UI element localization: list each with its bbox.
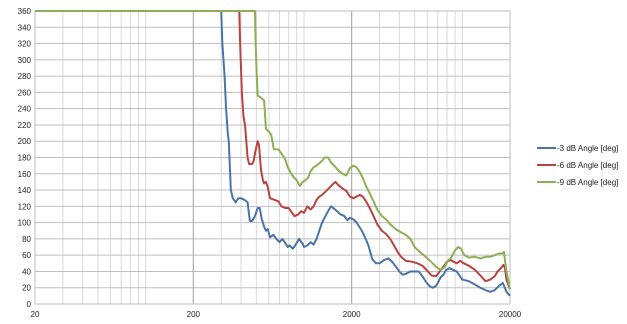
series-line-3 (35, 10, 511, 290)
y-tick-label: 140 (18, 186, 32, 195)
y-tick-label: 220 (18, 121, 32, 130)
y-tick-label: 240 (18, 105, 32, 114)
legend-label-3: -9 dB Angle [deg] (557, 178, 618, 187)
y-tick-label: 300 (18, 56, 32, 65)
y-tick-label: 200 (18, 137, 32, 146)
series-lines (35, 10, 511, 297)
y-tick-label: 0 (27, 300, 32, 309)
y-tick-label: 260 (18, 88, 32, 97)
series-line-2 (35, 10, 511, 290)
y-tick-label: 60 (22, 251, 31, 260)
y-tick-label: 100 (18, 219, 32, 228)
y-tick-label: 80 (22, 235, 31, 244)
y-tick-label: 320 (18, 40, 32, 49)
x-tick-label: 2000 (343, 310, 361, 319)
plot-area-border (34, 10, 511, 305)
legend-label-2: -6 dB Angle [deg] (557, 161, 618, 170)
y-tick-label: 340 (18, 23, 32, 32)
series-line-1 (35, 10, 511, 297)
legend-label-1: -3 dB Angle [deg] (557, 144, 618, 153)
y-tick-label: 280 (18, 72, 32, 81)
y-tick-label: 180 (18, 154, 32, 163)
legend: -3 dB Angle [deg] -6 dB Angle [deg] -9 dB … (537, 144, 618, 187)
x-tick-label: 20000 (499, 310, 522, 319)
y-tick-label: 160 (18, 170, 32, 179)
y-tick-label: 40 (22, 267, 31, 276)
y-axis-tick-labels: 0 20 40 60 80 100 120 140 160 180 200 220 240 260 280 3… (18, 7, 32, 309)
x-tick-label: 200 (187, 310, 201, 319)
y-tick-label: 20 (22, 284, 31, 293)
y-tick-label: 360 (18, 7, 32, 16)
x-tick-label: 20 (31, 310, 40, 319)
x-axis-tick-labels: 20 200 2000 20000 (31, 310, 522, 319)
y-tick-label: 120 (18, 202, 32, 211)
